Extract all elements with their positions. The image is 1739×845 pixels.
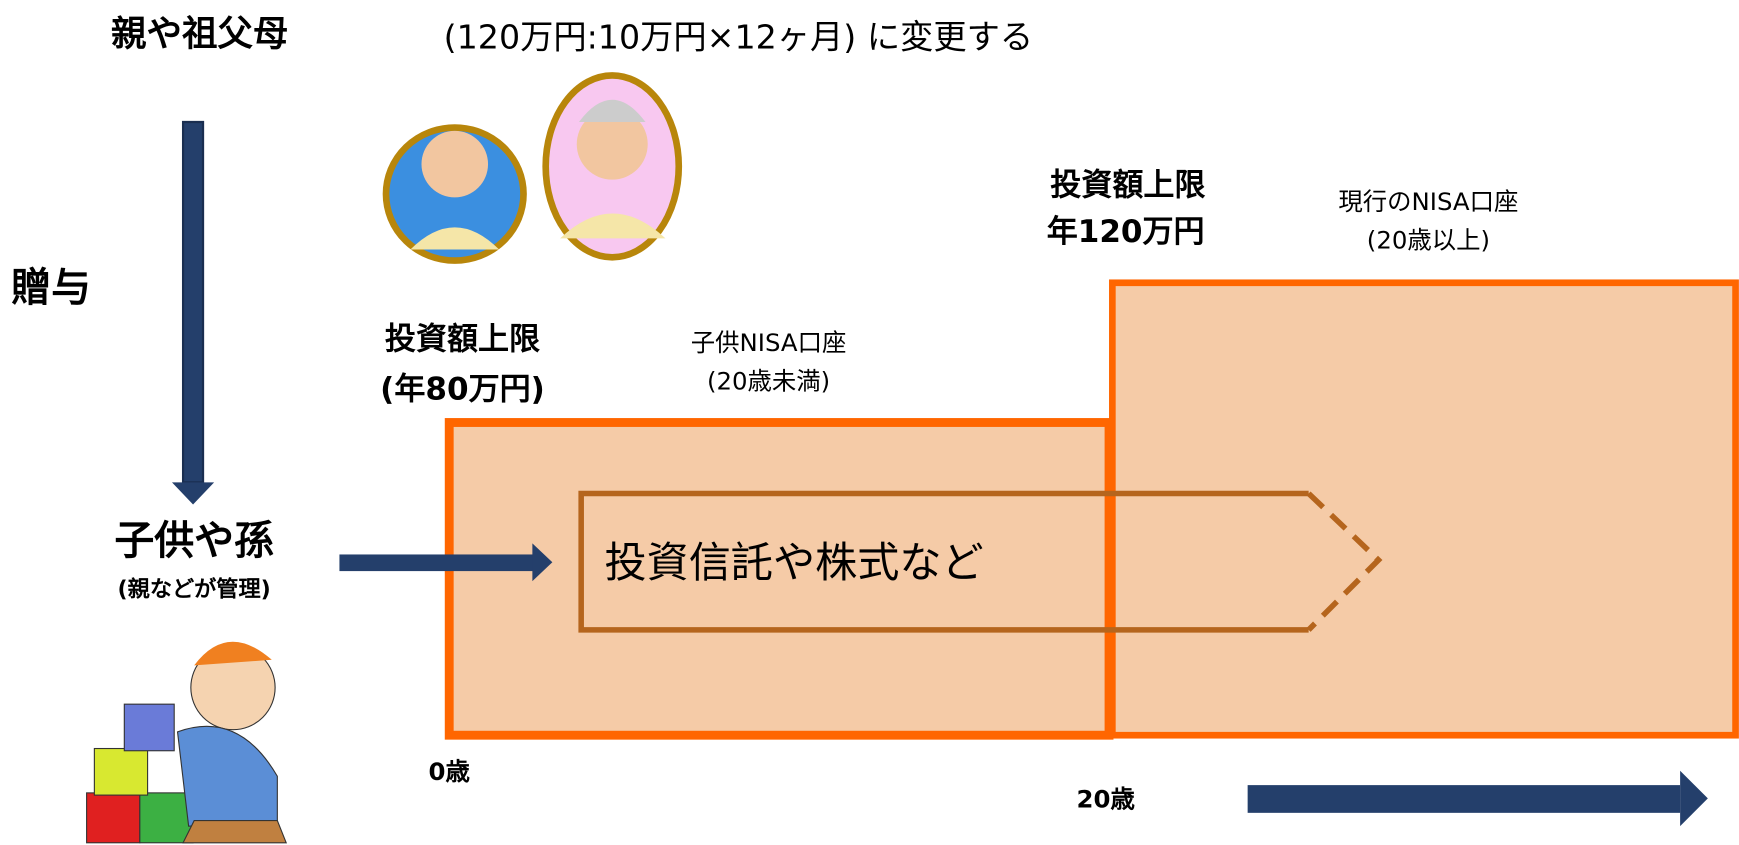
account-name: 子供NISA口座: [691, 328, 847, 357]
adult-account-box: [1109, 279, 1739, 739]
account-age: (20歳未満): [707, 367, 830, 396]
account-name: 現行のNISA口座: [1338, 187, 1518, 216]
timeline-arrow: [1247, 770, 1708, 827]
subtitle: (120万円:10万円×12ヶ月) に変更する: [444, 17, 1033, 56]
age-switch: 20歳: [1077, 785, 1135, 814]
investment-shape: [578, 490, 1383, 633]
grandparents-illustration: [382, 72, 683, 264]
account-age: (20歳以上): [1367, 226, 1490, 255]
givers-label: 親や祖父母: [111, 13, 288, 54]
limit-title: 投資額上限: [1050, 167, 1205, 203]
gift-arrow: [171, 120, 215, 505]
limit-value: 年120万円: [1047, 214, 1205, 250]
limit-value: (年80万円): [380, 371, 545, 407]
gift-label: 贈与: [11, 265, 91, 311]
child-illustration: [86, 641, 288, 844]
limit-title: 投資額上限: [385, 321, 540, 357]
receivers-note: (親などが管理): [118, 576, 271, 602]
receivers-label: 子供や孫: [114, 518, 274, 564]
investment-label: 投資信託や株式など: [604, 538, 983, 587]
age-start: 0歳: [429, 757, 470, 786]
child-account-box: [444, 418, 1114, 740]
flow-arrow: [339, 543, 553, 582]
